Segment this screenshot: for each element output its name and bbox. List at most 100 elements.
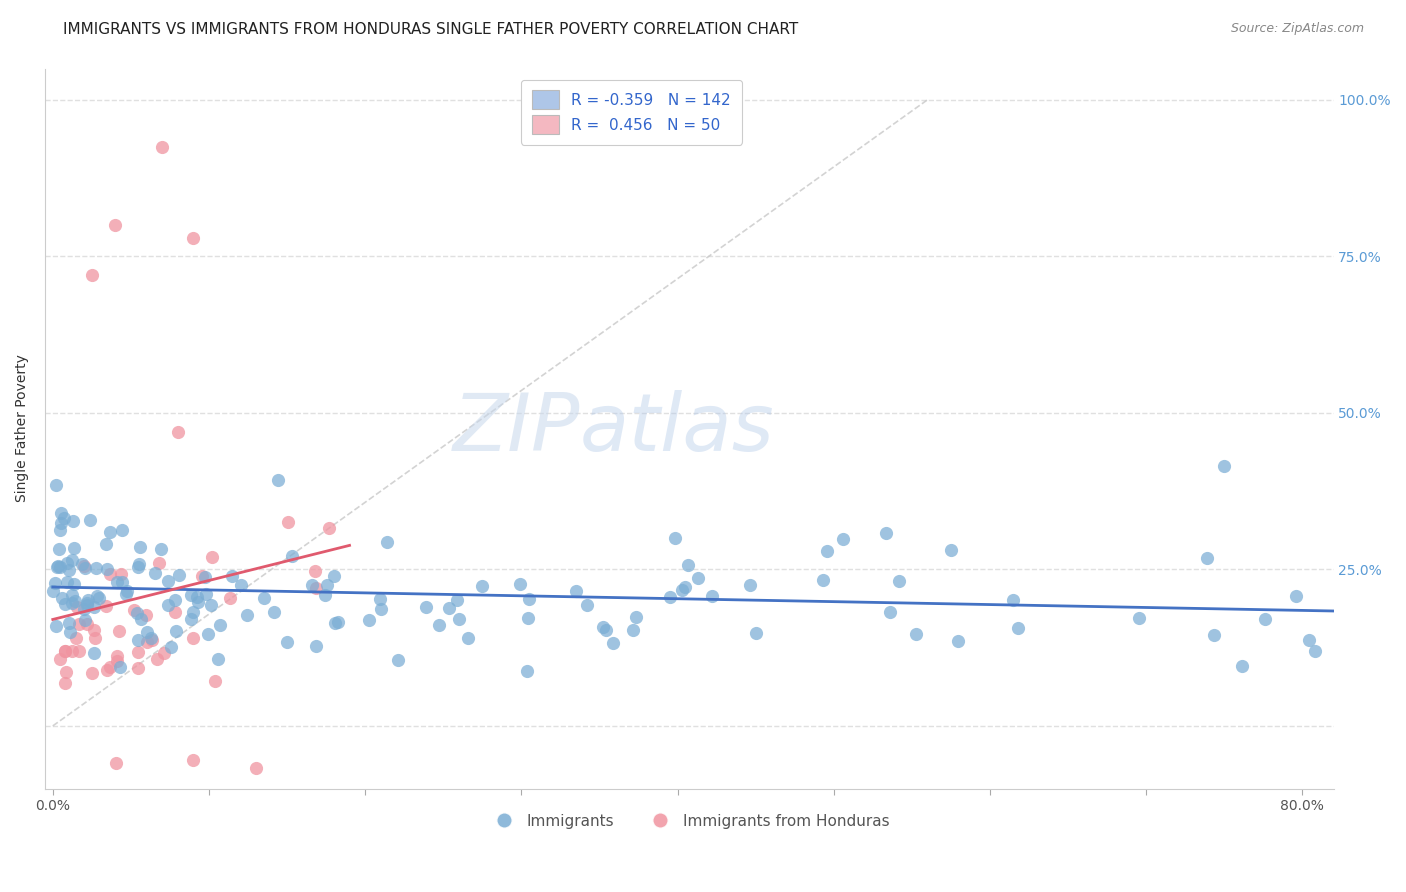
Point <box>58 563 80 577</box>
Point <box>446 593 468 607</box>
Point <box>157 598 180 612</box>
Point <box>76 617 98 632</box>
Point <box>83 646 105 660</box>
Point <box>87 591 110 605</box>
Point <box>745 626 768 640</box>
Point <box>370 602 392 616</box>
Point <box>69 617 91 632</box>
Point <box>165 593 187 607</box>
Point <box>129 541 152 555</box>
Point <box>673 580 696 594</box>
Point <box>186 590 208 604</box>
Point <box>183 631 205 645</box>
Point <box>98 660 121 674</box>
Point <box>127 633 149 648</box>
Point <box>197 627 219 641</box>
Point <box>263 605 285 619</box>
Point <box>105 648 128 663</box>
Point <box>575 599 598 613</box>
Point <box>150 140 173 154</box>
Point <box>447 612 470 626</box>
Point <box>51 591 73 605</box>
Point <box>62 514 84 528</box>
Point <box>72 557 94 571</box>
Point <box>375 534 398 549</box>
Point <box>831 532 853 546</box>
Point <box>76 598 98 612</box>
Point <box>127 661 149 675</box>
Point <box>98 524 121 539</box>
Point <box>180 588 202 602</box>
Point <box>98 567 121 582</box>
Text: Source: ZipAtlas.com: Source: ZipAtlas.com <box>1230 22 1364 36</box>
Point <box>879 605 901 619</box>
Point <box>55 643 77 657</box>
Point <box>167 567 190 582</box>
Point <box>664 531 686 545</box>
Point <box>143 566 166 580</box>
Point <box>58 615 80 630</box>
Point <box>131 612 153 626</box>
Point <box>1128 611 1150 625</box>
Point <box>149 542 172 557</box>
Point <box>49 560 72 574</box>
Point <box>156 574 179 588</box>
Point <box>56 556 79 570</box>
Point <box>517 611 540 625</box>
Point <box>165 624 187 639</box>
Point <box>1007 621 1029 635</box>
Point <box>45 619 67 633</box>
Point <box>427 617 450 632</box>
Point <box>84 561 107 575</box>
Point <box>76 596 98 610</box>
Point <box>135 607 157 622</box>
Point <box>60 553 83 567</box>
Point <box>415 600 437 615</box>
Point <box>267 473 290 487</box>
Point <box>602 635 624 649</box>
Point <box>1254 612 1277 626</box>
Point <box>73 613 96 627</box>
Point <box>46 560 69 574</box>
Point <box>111 523 134 537</box>
Point <box>62 577 84 591</box>
Point <box>115 587 138 601</box>
Point <box>301 578 323 592</box>
Point <box>72 559 94 574</box>
Point <box>305 581 328 595</box>
Point <box>595 623 617 637</box>
Point <box>181 605 204 619</box>
Point <box>194 587 217 601</box>
Point <box>104 218 127 232</box>
Point <box>49 652 72 666</box>
Point <box>108 624 131 638</box>
Point <box>110 566 132 581</box>
Point <box>277 516 299 530</box>
Point <box>221 568 243 582</box>
Point <box>139 631 162 645</box>
Point <box>53 676 76 690</box>
Point <box>1298 632 1320 647</box>
Point <box>368 591 391 606</box>
Point <box>678 558 700 572</box>
Point <box>128 557 150 571</box>
Point <box>470 579 492 593</box>
Point <box>42 584 65 599</box>
Point <box>659 590 682 604</box>
Point <box>357 613 380 627</box>
Text: atlas: atlas <box>579 390 775 467</box>
Point <box>1001 593 1024 607</box>
Point <box>45 478 67 492</box>
Point <box>516 665 538 679</box>
Point <box>105 574 128 589</box>
Point <box>141 633 163 648</box>
Point <box>83 632 105 646</box>
Point <box>80 268 103 282</box>
Point <box>323 615 346 630</box>
Point <box>1230 658 1253 673</box>
Point <box>51 516 73 530</box>
Point <box>326 615 349 629</box>
Point <box>83 623 105 637</box>
Point <box>183 230 205 244</box>
Point <box>1204 628 1226 642</box>
